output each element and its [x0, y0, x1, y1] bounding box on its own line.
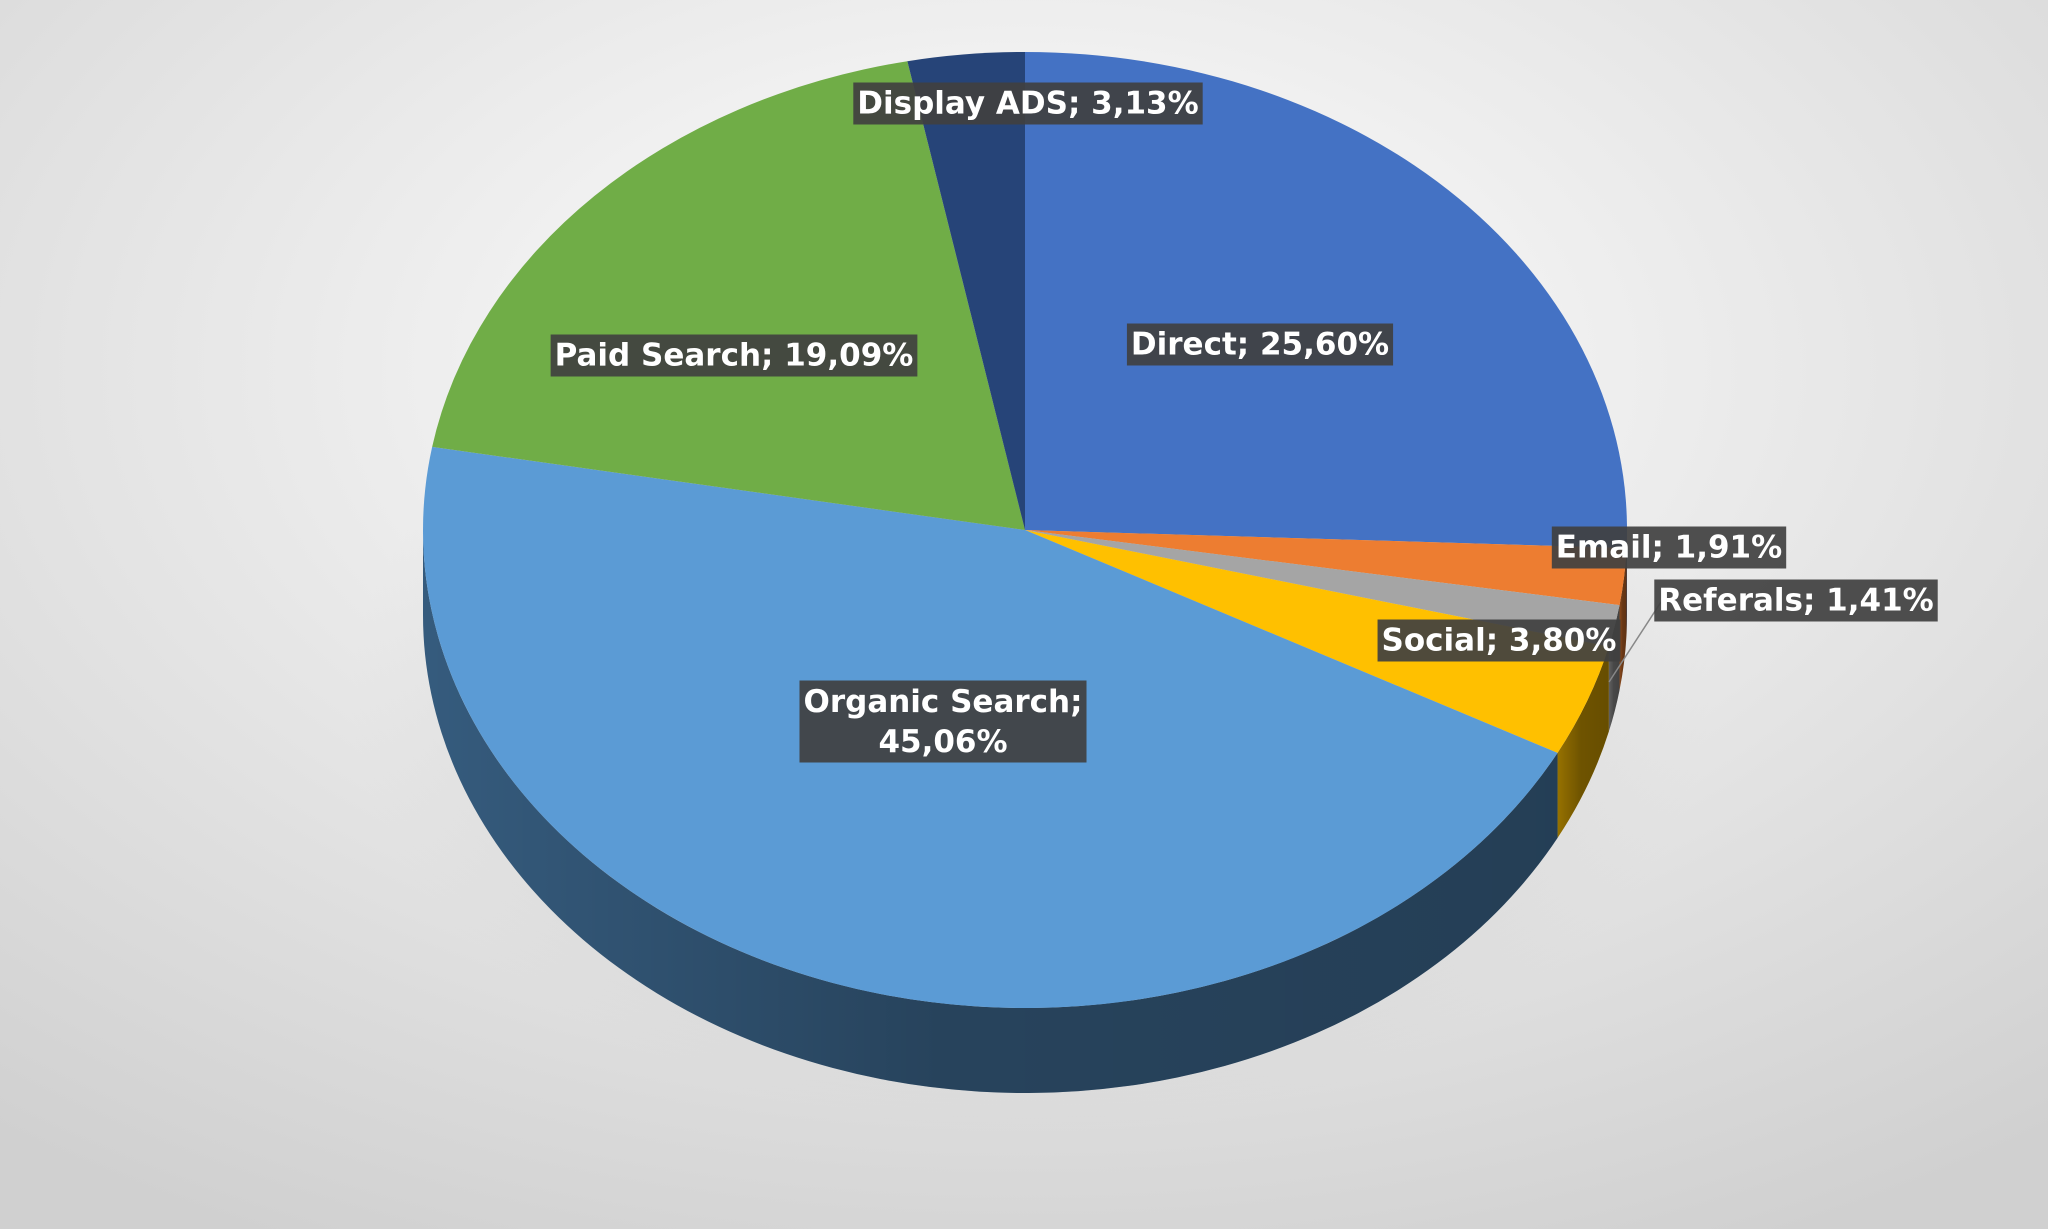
data-label-group: Display ADS; 3,13% [853, 82, 1203, 125]
data-label-box [1654, 579, 1938, 622]
data-label-group: Social; 3,80% [1377, 619, 1621, 662]
data-label-box [1377, 619, 1621, 662]
data-labels: Direct; 25,60% Email; 1,91% Referals; 1,41… [550, 82, 1938, 763]
slice [1025, 530, 1620, 647]
data-label-group: Referals; 1,41% [1654, 579, 1938, 622]
data-label-box [853, 82, 1203, 125]
data-label-group: Direct; 25,60% [1126, 323, 1394, 366]
slice-side-shade [1619, 548, 1627, 691]
slice-side-shade [1557, 646, 1609, 838]
data-label: Social; 3,80% [1382, 623, 1617, 659]
slice [1025, 530, 1627, 606]
data-label-group: Organic Search; 45,06% [799, 680, 1087, 763]
data-label-box [799, 680, 1087, 763]
data-label: Direct; 25,60% [1131, 327, 1389, 363]
slice-side-shade [423, 530, 1558, 1093]
data-label-box [1126, 323, 1394, 366]
data-label: Paid Search; 19,09% [555, 338, 914, 374]
slice [1025, 530, 1609, 753]
slice [432, 61, 1025, 530]
leader-line [1608, 601, 1662, 683]
data-label: Referals; 1,41% [1658, 583, 1933, 619]
data-label: Email; 1,91% [1556, 530, 1782, 566]
slice [1025, 52, 1627, 549]
slice [907, 52, 1025, 530]
data-label: Display ADS; 3,13% [857, 86, 1198, 122]
data-label-group: Paid Search; 19,09% [550, 334, 918, 377]
data-label-group: Email; 1,91% [1551, 526, 1787, 569]
data-label: Organic Search; 45,06% [803, 684, 1082, 760]
data-label-box [1551, 526, 1787, 569]
pie-tops [423, 52, 1627, 1008]
data-label-box [550, 334, 918, 377]
